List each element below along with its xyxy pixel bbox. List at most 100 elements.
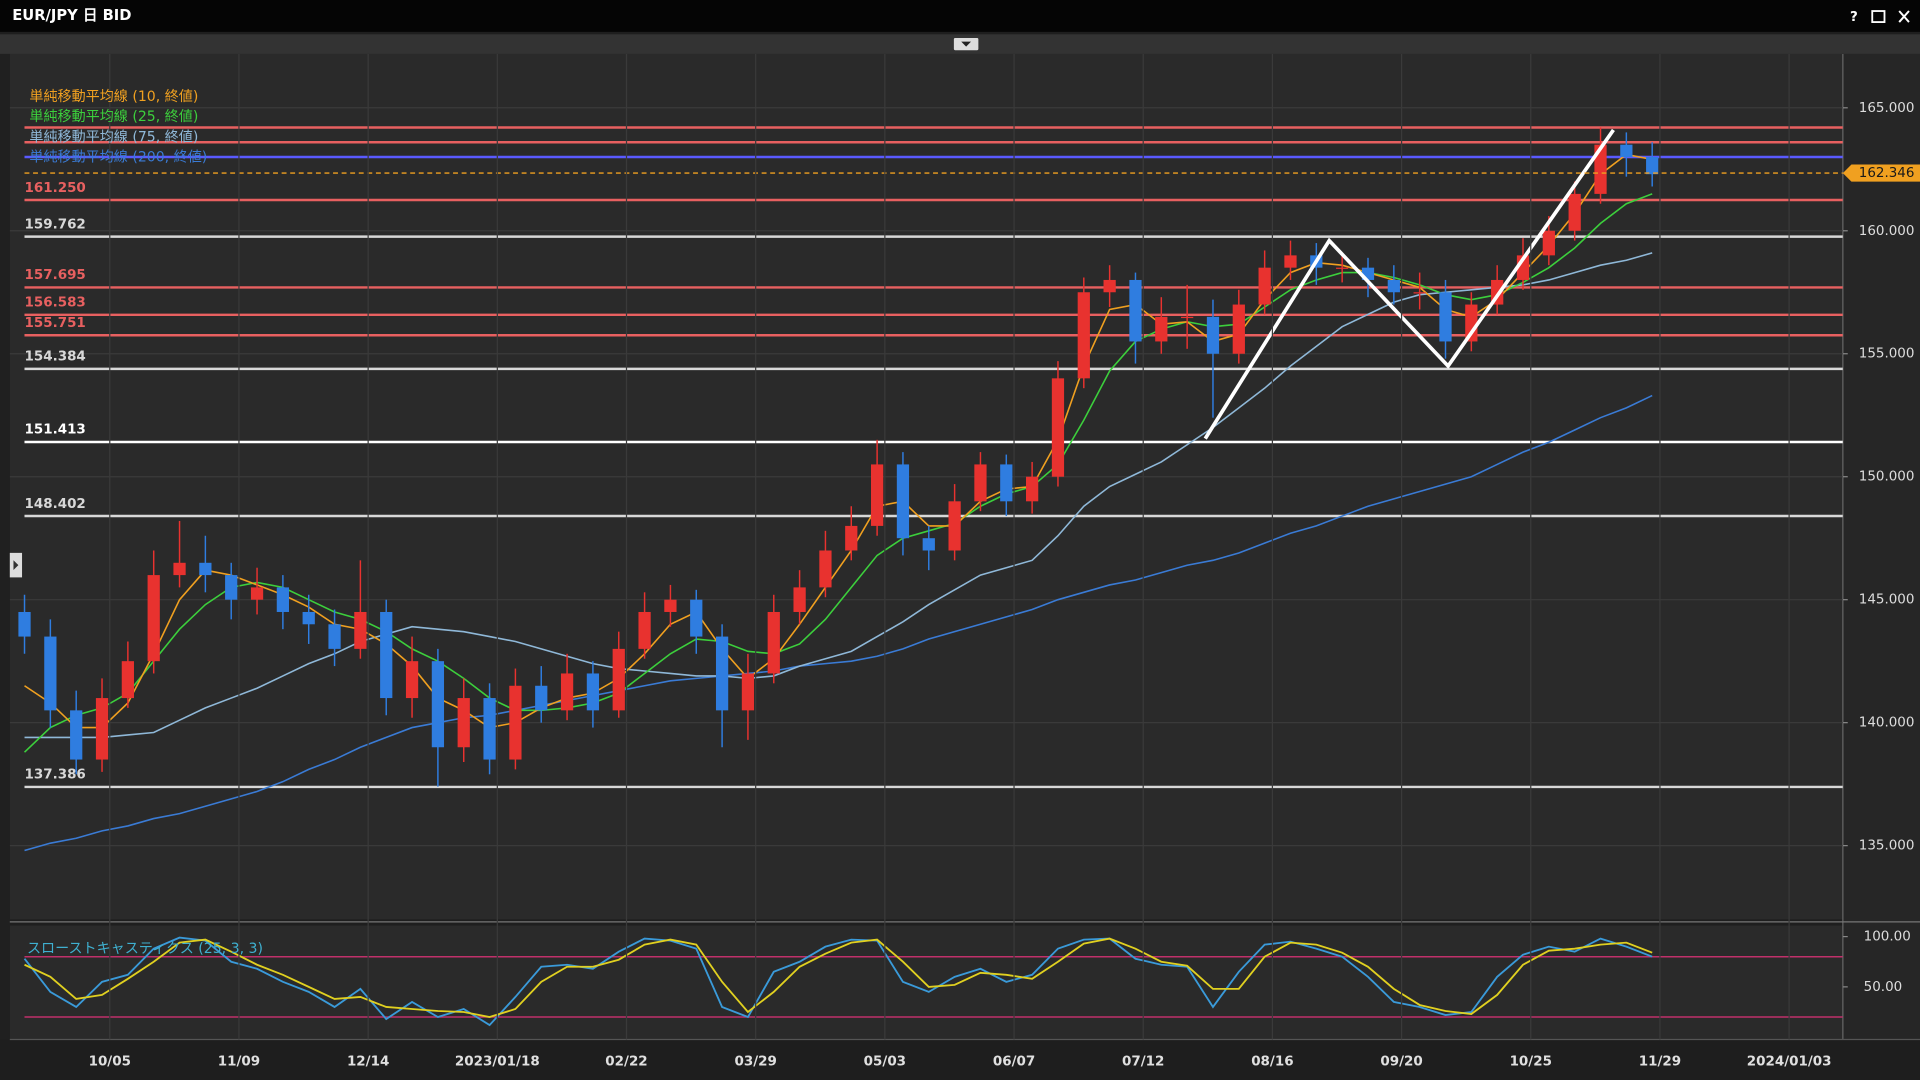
candle-body (431, 661, 445, 748)
candle-body (1465, 304, 1478, 342)
level-label: 159.762 (24, 216, 85, 232)
candle-body (405, 661, 419, 699)
stoch-title: スローストキャスティクス (25, 3, 3) (27, 941, 263, 957)
last-price-label: 162.346 (1859, 165, 1915, 181)
stoch-line (23, 936, 1653, 1027)
moving-average-line (23, 193, 1653, 753)
candle-body (276, 587, 290, 612)
candle-body (302, 611, 315, 625)
candle-body (1051, 378, 1065, 477)
level-label: 161.250 (24, 180, 85, 196)
candle-body (354, 611, 367, 649)
y-tick-label: 140.000 (1859, 715, 1915, 731)
x-tick-label: 03/29 (734, 1054, 776, 1070)
x-tick-label: 08/16 (1251, 1054, 1293, 1070)
candle-body (1594, 144, 1607, 194)
candle-body (819, 550, 832, 588)
legend-entry: 単純移動平均線 (200, 終値) (29, 150, 207, 166)
y-tick-label: 150.000 (1859, 469, 1915, 485)
title-bar (0, 0, 1920, 32)
side-toggle-icon (13, 560, 19, 571)
y-tick-label: 135.000 (1859, 838, 1915, 854)
main-plot: 161.250 159.762 157.695 156.583 155.751 154.3… (9, 107, 1843, 852)
last-price-tag (1842, 164, 1920, 182)
y-tick-label: 155.000 (1859, 346, 1915, 362)
stoch-tick-label: 100.00 (1864, 929, 1911, 945)
candle-body (457, 698, 470, 748)
candle-body (328, 624, 341, 649)
y-tick-label: 160.000 (1859, 223, 1915, 239)
level-label: 137.386 (24, 767, 85, 783)
level-label: 157.695 (24, 267, 85, 283)
candle-body (922, 538, 935, 551)
candle-body (741, 673, 755, 711)
candle-body (896, 464, 910, 539)
candle-body (638, 611, 651, 649)
candle-body (690, 599, 703, 637)
moving-average-line (24, 153, 1653, 729)
candle-body (250, 587, 264, 600)
candle-body (974, 464, 987, 502)
candle-body (1439, 292, 1452, 342)
stoch-plot-area (9, 925, 1843, 1040)
candle-body (1568, 193, 1581, 231)
side-bar (0, 53, 10, 1040)
help-button[interactable]: ? (1850, 9, 1858, 25)
close-button[interactable] (1898, 10, 1910, 23)
candle-body (44, 636, 57, 711)
level-label: 148.402 (24, 496, 85, 512)
legend-entry: 単純移動平均線 (75, 終値) (29, 129, 198, 145)
x-tick-label: 11/29 (1639, 1054, 1681, 1070)
x-tick-label: 07/12 (1122, 1054, 1164, 1070)
candle-body (1336, 267, 1349, 269)
candle-body (535, 685, 548, 711)
candle-body (18, 611, 31, 637)
y-tick-label: 165.000 (1859, 100, 1915, 116)
candle-body (199, 562, 212, 576)
candle-body (1646, 156, 1659, 175)
x-tick-label: 02/22 (605, 1054, 647, 1070)
price-axis-area (1842, 53, 1920, 1040)
candle-body (1206, 316, 1220, 354)
maximize-button[interactable] (1871, 10, 1886, 23)
candle-body (1620, 144, 1633, 157)
main-plot-area (9, 53, 1843, 920)
candle-body (483, 698, 496, 760)
level-label: 151.413 (24, 422, 85, 438)
candle-body (1413, 292, 1426, 294)
level-label: 155.751 (24, 315, 85, 331)
candle-body (1284, 255, 1297, 268)
level-label: 156.583 (24, 295, 85, 311)
x-tick-label: 12/14 (347, 1054, 389, 1070)
x-tick-label: 11/09 (218, 1054, 260, 1070)
candle-body (1103, 279, 1116, 293)
candle-body (793, 587, 806, 612)
x-tick-label: 05/03 (864, 1054, 906, 1070)
candle-body (1129, 279, 1142, 342)
candle-body (173, 562, 186, 576)
candle-body (225, 575, 238, 600)
collapse-icon (961, 41, 972, 47)
x-tick-label: 10/05 (89, 1054, 131, 1070)
x-tick-label: 2023/01/18 (455, 1054, 540, 1070)
x-tick-label: 10/25 (1510, 1054, 1552, 1070)
moving-average-line (24, 252, 1653, 739)
stoch-plot (23, 936, 1843, 1027)
candle-body (70, 710, 83, 760)
candle-body (1387, 279, 1400, 293)
x-tick-label: 06/07 (993, 1054, 1035, 1070)
candle-body (121, 661, 134, 699)
candle-body (1232, 304, 1245, 354)
candle-body (1026, 476, 1039, 502)
candle-body (767, 611, 780, 674)
labels: 10/05 11/09 12/14 2023/01/18 02/22 03/29 05/03… (27, 53, 1920, 1070)
candle-body (1077, 292, 1090, 379)
candle-body (664, 599, 677, 612)
moving-average-line (24, 394, 1653, 852)
candle-body (948, 501, 961, 551)
candle-body (845, 525, 858, 551)
x-tick-label: 2024/01/03 (1747, 1054, 1832, 1070)
candle-body (612, 648, 625, 711)
